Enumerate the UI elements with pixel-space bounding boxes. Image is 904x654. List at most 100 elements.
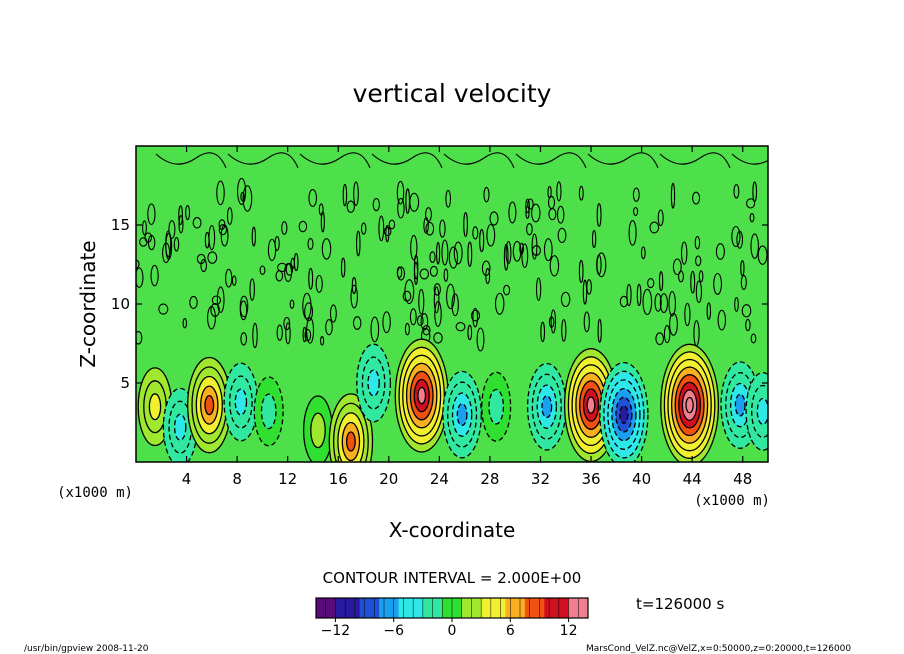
texture-contour bbox=[527, 198, 534, 210]
texture-contour bbox=[489, 211, 499, 226]
colorbar-segment bbox=[558, 598, 565, 618]
texture-contour bbox=[654, 293, 662, 312]
texture-contour bbox=[325, 319, 333, 336]
texture-contour bbox=[370, 316, 380, 343]
texture-contour bbox=[733, 183, 740, 199]
colorbar-segment bbox=[505, 598, 511, 618]
texture-contour bbox=[695, 255, 702, 267]
velocity-cell bbox=[756, 397, 768, 425]
colorbar-segment bbox=[388, 598, 395, 618]
texture-contour bbox=[587, 152, 659, 169]
colorbar-segment bbox=[413, 598, 419, 618]
texture-contour bbox=[557, 227, 567, 244]
texture-contour bbox=[512, 240, 522, 262]
texture-contour bbox=[422, 324, 431, 336]
texture-contour bbox=[525, 198, 530, 214]
colorbar-segment bbox=[583, 598, 589, 618]
texture-contour bbox=[242, 185, 253, 212]
texture-contour bbox=[740, 274, 747, 290]
texture-contour bbox=[543, 238, 553, 262]
texture-contour bbox=[416, 315, 424, 326]
texture-contour bbox=[734, 296, 739, 312]
texture-contour bbox=[560, 291, 571, 308]
texture-contour bbox=[274, 235, 280, 252]
colorbar-segment bbox=[432, 598, 438, 618]
texture-contour bbox=[378, 215, 385, 242]
texture-contour bbox=[481, 260, 491, 277]
texture-contour bbox=[680, 241, 688, 265]
texture-contour bbox=[684, 302, 691, 327]
velocity-cell bbox=[260, 393, 277, 430]
texture-contour bbox=[757, 245, 768, 265]
texture-contour bbox=[200, 258, 208, 273]
colorbar-segment bbox=[510, 598, 516, 618]
texture-contour bbox=[503, 284, 511, 296]
x-tick-label: 8 bbox=[232, 470, 242, 488]
velocity-cell bbox=[619, 405, 629, 424]
x-tick-label: 48 bbox=[733, 470, 752, 488]
texture-contour bbox=[240, 332, 248, 346]
colorbar-segment bbox=[500, 598, 506, 618]
velocity-cells bbox=[137, 338, 768, 462]
texture-contour bbox=[284, 263, 293, 282]
texture-contour bbox=[731, 153, 768, 165]
texture-contour bbox=[252, 322, 258, 349]
texture-contour bbox=[659, 293, 669, 314]
texture-contour bbox=[556, 181, 562, 202]
texture-contour bbox=[706, 302, 712, 320]
texture-contour bbox=[308, 267, 314, 290]
texture-contour bbox=[636, 283, 642, 307]
texture-contour bbox=[549, 255, 560, 277]
velocity-cell bbox=[586, 396, 596, 414]
texture-contour bbox=[249, 278, 255, 301]
y-axis-label: Z-coordinate bbox=[76, 240, 100, 367]
texture-contour bbox=[561, 319, 567, 342]
texture-contour bbox=[486, 223, 496, 247]
colorbar-segment bbox=[427, 598, 433, 618]
texture-contour bbox=[582, 279, 588, 305]
velocity-cell bbox=[367, 369, 380, 397]
colorbar-segment bbox=[359, 598, 365, 618]
x-axis: 4 8 12 16 20 24 28 32 36 40 44 48 bbox=[182, 146, 752, 488]
colorbar-segment bbox=[379, 598, 385, 618]
colorbar-segment bbox=[452, 598, 458, 618]
texture-contour bbox=[298, 220, 308, 233]
texture-contour bbox=[596, 252, 607, 278]
texture-contour bbox=[237, 177, 247, 205]
texture-contour bbox=[405, 188, 411, 214]
y-tick-label: 5 bbox=[120, 374, 130, 392]
texture-contour bbox=[713, 272, 723, 295]
texture-contour bbox=[472, 226, 479, 240]
texture-contour bbox=[526, 223, 533, 236]
colorbar-segment bbox=[364, 598, 370, 618]
texture-contour bbox=[285, 322, 291, 345]
x-tick-label: 40 bbox=[632, 470, 651, 488]
texture-contour bbox=[283, 316, 291, 331]
colorbar-segment bbox=[398, 598, 404, 618]
texture-contour bbox=[196, 253, 206, 265]
texture-contour bbox=[189, 295, 198, 309]
x-unit-right: (x1000 m) bbox=[694, 493, 770, 509]
texture-contour bbox=[578, 259, 584, 283]
texture-contour bbox=[356, 230, 361, 257]
colorbar-segment bbox=[549, 598, 555, 618]
velocity-cell bbox=[148, 393, 162, 421]
velocity-cell bbox=[345, 431, 356, 452]
texture-contour bbox=[142, 220, 147, 236]
texture-contour bbox=[535, 277, 542, 301]
turbulence-texture bbox=[136, 152, 768, 352]
texture-contour bbox=[717, 309, 727, 331]
texture-contour bbox=[672, 258, 682, 276]
texture-contour bbox=[436, 241, 441, 265]
texture-contour bbox=[467, 241, 473, 267]
colorbar-segment bbox=[418, 598, 424, 618]
texture-contour bbox=[692, 191, 701, 205]
texture-contour bbox=[304, 328, 312, 342]
colorbar bbox=[315, 597, 589, 619]
texture-contour bbox=[385, 224, 390, 243]
x-tick-label: 28 bbox=[480, 470, 499, 488]
texture-contour bbox=[550, 309, 557, 334]
texture-contour bbox=[591, 229, 597, 249]
texture-contour bbox=[342, 183, 348, 207]
